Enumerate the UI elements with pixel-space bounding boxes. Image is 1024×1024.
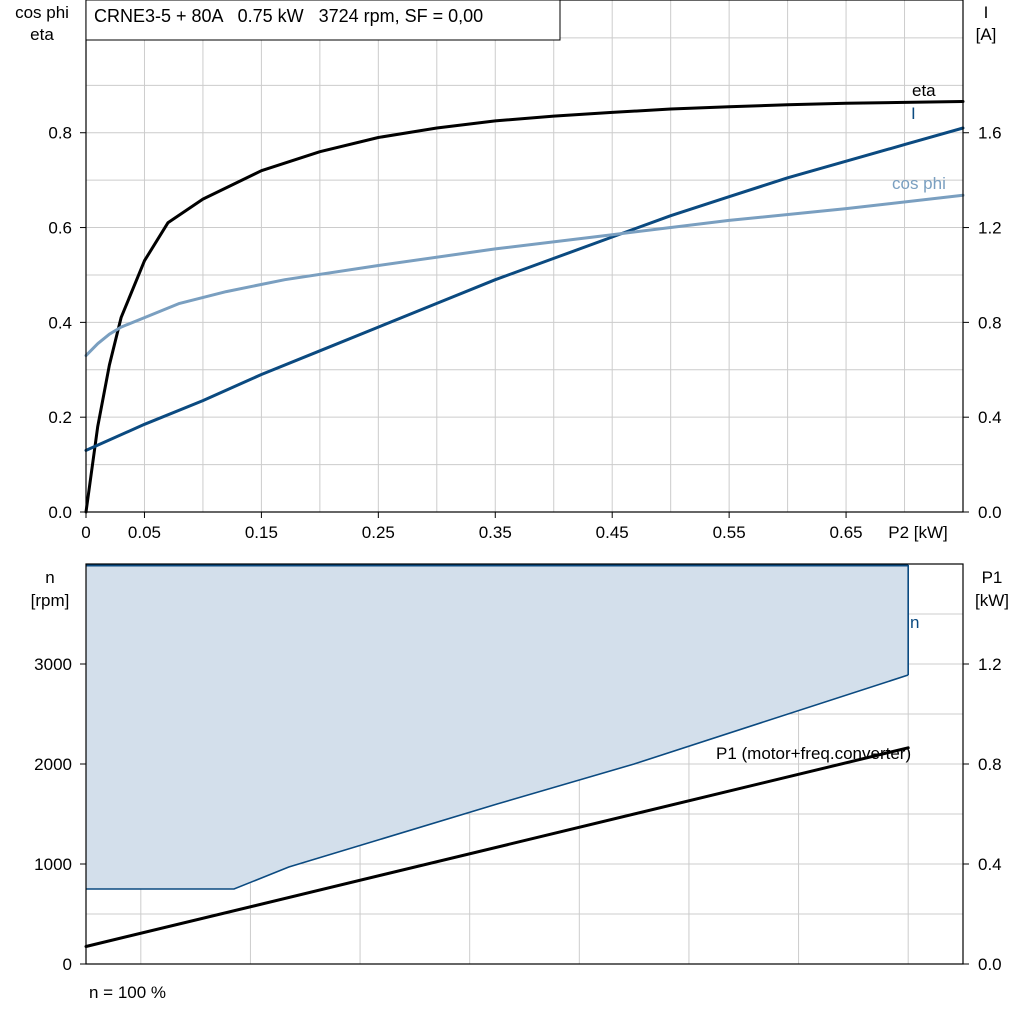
top-chart-grid: [86, 0, 963, 512]
chart-title: CRNE3-5 + 80A 0.75 kW 3724 rpm, SF = 0,0…: [94, 6, 483, 26]
bottom-chart-left-y-ticks: 0 1000 2000 3000: [34, 655, 86, 974]
top-right-tick-label-2: 0.8: [978, 313, 1002, 332]
bottom-left-tick-label-3: 3000: [34, 655, 72, 674]
bottom-chart-series: [84, 563, 910, 948]
bottom-right-tick-label-0: 0.0: [978, 955, 1002, 974]
top-left-axis-label-cosphi: cos phi: [15, 3, 69, 22]
top-right-tick-label-4: 1.6: [978, 124, 1002, 143]
series-line-cos-phi: [84, 193, 965, 358]
top-chart-frame: [85, 0, 964, 513]
top-chart-right-y-ticks: 0.0 0.4 0.8 1.2 1.6: [963, 124, 1002, 522]
footnote-speed: n = 100 %: [89, 983, 166, 1002]
top-right-axis-label-a: [A]: [976, 25, 997, 44]
top-chart-eta-cosphi-current: 0 0.05 0.15 0.25 0.35 0.45 0.55 0.65 0.00.20.40…: [15, 0, 1002, 542]
top-chart-series: [84, 100, 965, 514]
top-right-tick-label-3: 1.2: [978, 219, 1002, 238]
series-line-p1: [84, 746, 910, 948]
top-right-axis-label-i: I: [984, 3, 989, 22]
bottom-left-axis-label-rpm: [rpm]: [31, 591, 70, 610]
top-x-tick-label-2: 0.15: [245, 523, 278, 542]
series-line-i: [84, 126, 965, 452]
top-left-tick-label-1: 0.2: [48, 408, 72, 427]
bottom-left-tick-label-2: 2000: [34, 755, 72, 774]
top-left-tick-label-0: 0.0: [48, 503, 72, 522]
bottom-left-tick-label-1: 1000: [34, 855, 72, 874]
series-label-p1: P1 (motor+freq.converter): [716, 744, 911, 763]
bottom-right-tick-label-3: 1.2: [978, 655, 1002, 674]
series-label-n: n: [910, 613, 919, 632]
top-x-tick-label-0: 0: [81, 523, 90, 542]
bottom-right-axis-label-p1: P1: [982, 568, 1003, 587]
top-x-tick-label-7: 0.65: [830, 523, 863, 542]
top-left-tick-label-3: 0.6: [48, 219, 72, 238]
series-label-cosphi: cos phi: [892, 174, 946, 193]
series-line-eta: [84, 100, 965, 514]
bottom-chart-right-y-ticks: 0.0 0.4 0.8 1.2: [963, 655, 1002, 974]
top-left-tick-label-4: 0.8: [48, 124, 72, 143]
bottom-right-tick-label-2: 0.8: [978, 755, 1002, 774]
top-x-tick-label-3: 0.25: [362, 523, 395, 542]
top-left-axis-label-eta: eta: [30, 25, 54, 44]
speed-band-min-line: [86, 674, 909, 890]
top-right-tick-label-0: 0.0: [978, 503, 1002, 522]
top-left-tick-label-2: 0.4: [48, 313, 72, 332]
speed-band-area: [86, 565, 909, 889]
bottom-left-tick-label-0: 0: [63, 955, 72, 974]
top-x-tick-label-5: 0.45: [596, 523, 629, 542]
bottom-right-axis-label-kw: [kW]: [975, 591, 1009, 610]
bottom-right-tick-label-1: 0.4: [978, 855, 1002, 874]
top-x-tick-label-4: 0.35: [479, 523, 512, 542]
top-chart-left-y-ticks: 0.0 0.2 0.4 0.6 0.8: [48, 124, 86, 522]
series-label-i: I: [911, 104, 916, 123]
top-right-tick-label-1: 0.4: [978, 408, 1002, 427]
bottom-chart-speed-power: 0 1000 2000 3000 0.0 0.4 0.8 1.2 n [rpm] P1 [k…: [31, 563, 1009, 1002]
top-chart-x-ticks: 0 0.05 0.15 0.25 0.35 0.45 0.55 0.65: [81, 512, 863, 542]
chart-title-box: [85, 0, 561, 41]
top-x-tick-label-1: 0.05: [128, 523, 161, 542]
bottom-left-axis-label-n: n: [45, 568, 54, 587]
top-x-axis-label: P2 [kW]: [888, 523, 948, 542]
top-x-tick-label-6: 0.55: [713, 523, 746, 542]
series-label-eta: eta: [912, 81, 936, 100]
